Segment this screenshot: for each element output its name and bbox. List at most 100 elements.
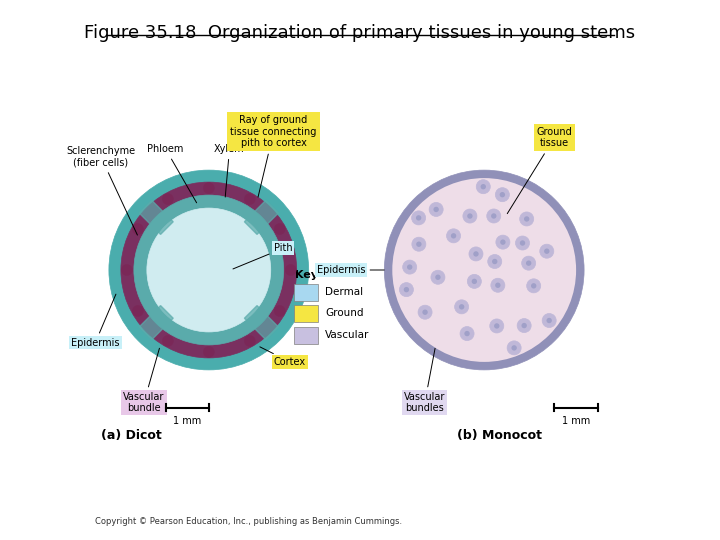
Circle shape (521, 323, 527, 328)
Text: Figure 35.18  Organization of primary tissues in young stems: Figure 35.18 Organization of primary tis… (84, 24, 636, 42)
Circle shape (463, 209, 477, 223)
Circle shape (244, 193, 256, 205)
Circle shape (435, 274, 441, 280)
Text: Ground: Ground (325, 308, 364, 318)
Circle shape (134, 195, 284, 345)
Circle shape (132, 224, 143, 234)
FancyBboxPatch shape (294, 327, 318, 344)
Circle shape (122, 265, 132, 275)
Circle shape (162, 335, 174, 347)
Text: Vascular
bundles: Vascular bundles (404, 348, 446, 413)
Circle shape (274, 224, 285, 234)
Circle shape (109, 170, 309, 370)
Text: Phloem: Phloem (148, 144, 197, 203)
Text: Epidermis: Epidermis (71, 294, 120, 348)
Circle shape (416, 241, 422, 247)
Circle shape (162, 193, 174, 205)
Circle shape (491, 213, 497, 219)
Circle shape (507, 341, 521, 355)
Circle shape (132, 306, 143, 316)
Text: (a) Dicot: (a) Dicot (101, 429, 161, 442)
Circle shape (542, 314, 556, 328)
Text: Ray of ground
tissue connecting
pith to cortex: Ray of ground tissue connecting pith to … (230, 116, 317, 197)
Text: Xylem: Xylem (215, 144, 245, 197)
Circle shape (520, 240, 525, 246)
Circle shape (520, 212, 534, 226)
Circle shape (526, 260, 531, 266)
Circle shape (121, 182, 297, 358)
Circle shape (524, 216, 529, 221)
Circle shape (487, 254, 502, 268)
Circle shape (496, 235, 510, 249)
Circle shape (285, 265, 296, 275)
Circle shape (203, 347, 215, 357)
Text: (b) Monocot: (b) Monocot (457, 429, 542, 442)
Circle shape (467, 274, 482, 288)
Circle shape (540, 244, 554, 258)
Circle shape (469, 247, 483, 261)
Circle shape (400, 282, 413, 296)
Text: Vascular: Vascular (325, 330, 369, 340)
Circle shape (416, 215, 421, 220)
Text: Key: Key (295, 270, 318, 280)
Circle shape (544, 248, 549, 254)
Circle shape (464, 331, 469, 336)
Circle shape (480, 184, 486, 190)
Circle shape (454, 300, 469, 314)
Circle shape (491, 278, 505, 292)
Circle shape (433, 207, 439, 212)
Circle shape (490, 319, 504, 333)
Circle shape (472, 279, 477, 284)
Circle shape (476, 180, 490, 194)
Circle shape (460, 327, 474, 341)
Circle shape (473, 251, 479, 256)
Text: 1 mm: 1 mm (173, 416, 202, 426)
Text: Copyright © Pearson Education, Inc., publishing as Benjamin Cummings.: Copyright © Pearson Education, Inc., pub… (95, 517, 402, 526)
Circle shape (407, 265, 413, 270)
Circle shape (516, 236, 529, 250)
Circle shape (274, 306, 285, 316)
Text: 1 mm: 1 mm (562, 416, 590, 426)
Circle shape (495, 282, 500, 288)
Circle shape (446, 229, 461, 243)
Circle shape (147, 208, 271, 332)
Circle shape (500, 192, 505, 198)
Circle shape (429, 202, 444, 217)
Circle shape (431, 270, 445, 284)
Circle shape (531, 283, 536, 288)
Polygon shape (244, 200, 279, 234)
FancyBboxPatch shape (294, 305, 318, 322)
Circle shape (517, 319, 531, 333)
Circle shape (500, 239, 505, 245)
Circle shape (203, 183, 215, 193)
Circle shape (492, 259, 498, 264)
Text: Ground
tissue: Ground tissue (508, 127, 572, 214)
Text: Vascular
bundle: Vascular bundle (123, 348, 165, 413)
Circle shape (511, 345, 517, 350)
Circle shape (522, 256, 536, 270)
Circle shape (451, 233, 456, 239)
Circle shape (384, 170, 584, 370)
Circle shape (404, 287, 409, 292)
Circle shape (402, 260, 417, 274)
Circle shape (495, 188, 509, 202)
Polygon shape (139, 200, 174, 234)
Polygon shape (139, 306, 174, 340)
Circle shape (467, 213, 472, 219)
Polygon shape (244, 306, 279, 340)
Circle shape (412, 211, 426, 225)
Text: Pith: Pith (233, 244, 292, 269)
Circle shape (392, 178, 576, 362)
Circle shape (487, 209, 501, 223)
Text: Sclerenchyme
(fiber cells): Sclerenchyme (fiber cells) (66, 146, 138, 235)
Circle shape (546, 318, 552, 323)
Text: Dermal: Dermal (325, 287, 363, 296)
Circle shape (412, 237, 426, 251)
Circle shape (459, 304, 464, 309)
Circle shape (494, 323, 500, 329)
Text: Cortex: Cortex (260, 347, 306, 367)
Text: Epidermis: Epidermis (317, 265, 384, 275)
Circle shape (423, 309, 428, 315)
Circle shape (418, 305, 432, 319)
Circle shape (244, 335, 256, 347)
